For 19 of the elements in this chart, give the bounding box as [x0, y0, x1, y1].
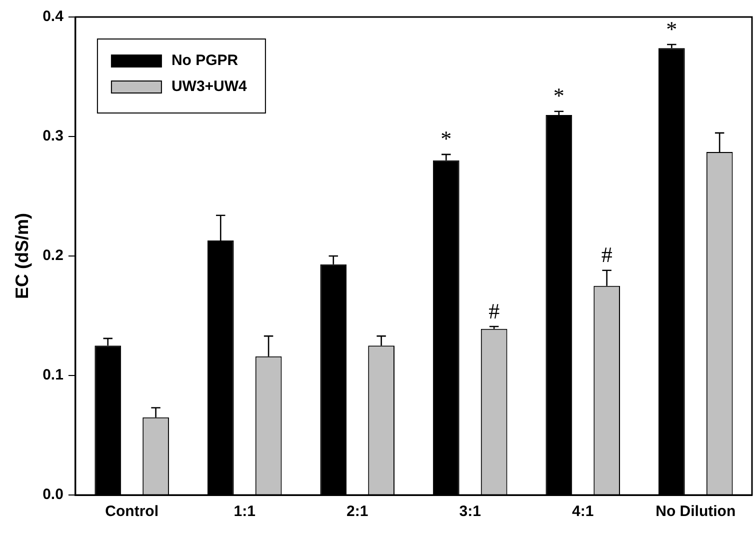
y-tick-label: 0.0: [42, 486, 64, 504]
x-tick-label: 1:1: [234, 503, 256, 520]
legend-label: UW3+UW4: [171, 78, 248, 96]
data-label: *: [553, 83, 564, 108]
x-tick-label: 2:1: [346, 503, 368, 520]
x-tick-label: Control: [105, 503, 158, 520]
legend-label: No PGPR: [171, 52, 238, 70]
data-label: #: [488, 298, 500, 324]
data-label: *: [440, 126, 452, 152]
x-tick-label: 4:1: [572, 503, 594, 520]
y-tick-label: 0.4: [42, 8, 64, 26]
x-tick-label: No Dilution: [656, 503, 736, 520]
y-tick-label: 0.1: [42, 366, 64, 384]
y-tick-label: 0.2: [42, 247, 64, 264]
x-tick-label: 3:1: [459, 503, 481, 520]
y-axis-title: EC (dS/m): [12, 212, 32, 300]
y-tick-label: 0.3: [42, 128, 64, 145]
data-label: *: [666, 16, 678, 42]
data-label: #: [601, 242, 612, 268]
